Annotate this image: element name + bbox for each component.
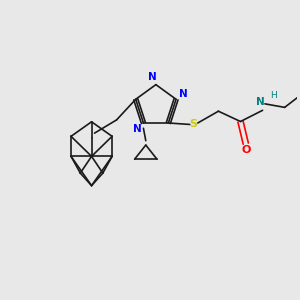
Text: N: N xyxy=(256,97,265,107)
Text: O: O xyxy=(241,145,250,155)
Text: H: H xyxy=(270,91,277,100)
Text: N: N xyxy=(179,89,188,99)
Text: S: S xyxy=(189,119,197,130)
Text: N: N xyxy=(133,124,142,134)
Text: N: N xyxy=(148,72,157,82)
